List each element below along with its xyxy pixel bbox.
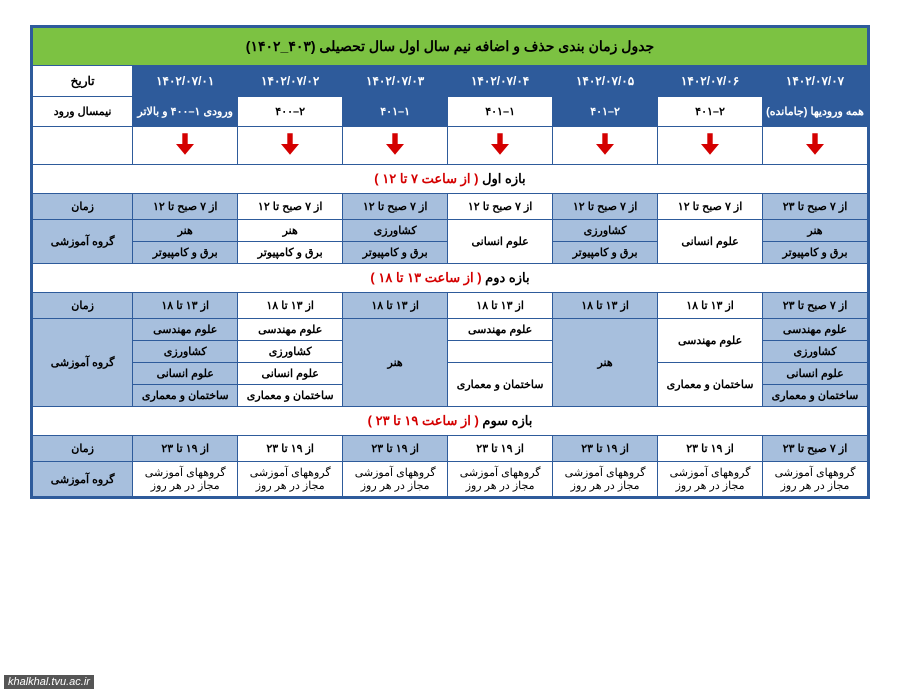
- section-header: بازه اول ( از ساعت ۷ تا ۱۲ ): [33, 165, 868, 194]
- group-cell: کشاورزی: [763, 341, 868, 363]
- group-cell: ساختمان و معماری: [238, 385, 343, 407]
- time-cell: از ۱۹ تا ۲۳: [238, 436, 343, 462]
- group-cell: برق و کامپیوتر: [133, 242, 238, 264]
- group-label: گروه آموزشی: [33, 462, 133, 497]
- arrow-down-icon: [701, 133, 719, 155]
- group-cell: گروههای آموزشی مجاز در هر روز: [763, 462, 868, 497]
- section-header: بازه دوم ( از ساعت ۱۳ تا ۱۸ ): [33, 264, 868, 293]
- date-cell: ۱۴۰۲/۰۷/۰۴: [448, 66, 553, 97]
- entry-cell: همه ورودیها (جامانده): [763, 97, 868, 127]
- group-cell: هنر: [343, 319, 448, 407]
- arrow-down-icon: [386, 133, 404, 155]
- time-cell: از ۱۹ تا ۲۳: [658, 436, 763, 462]
- group-cell: گروههای آموزشی مجاز در هر روز: [238, 462, 343, 497]
- group-cell: هنر: [238, 220, 343, 242]
- arrow-down-icon: [281, 133, 299, 155]
- date-cell: ۱۴۰۲/۰۷/۰۲: [238, 66, 343, 97]
- entry-cell: ۲–۴۰۰: [238, 97, 343, 127]
- time-cell: از ۱۳ تا ۱۸: [238, 293, 343, 319]
- group-cell: ساختمان و معماری: [763, 385, 868, 407]
- entry-cell: ۱–۴۰۱: [343, 97, 448, 127]
- entry-cell: ورودی ۱–۴۰۰ و بالاتر: [133, 97, 238, 127]
- group-cell: گروههای آموزشی مجاز در هر روز: [658, 462, 763, 497]
- group-cell: برق و کامپیوتر: [553, 242, 658, 264]
- group-label: گروه آموزشی: [33, 319, 133, 407]
- group-cell: ساختمان و معماری: [658, 363, 763, 407]
- time-cell: از ۷ صبح تا ۱۲: [448, 194, 553, 220]
- group-cell: گروههای آموزشی مجاز در هر روز: [448, 462, 553, 497]
- table-title: جدول زمان بندی حذف و اضافه نیم سال اول س…: [33, 28, 868, 66]
- group-cell: علوم مهندسی: [133, 319, 238, 341]
- time-cell: از ۱۳ تا ۱۸: [133, 293, 238, 319]
- group-cell: گروههای آموزشی مجاز در هر روز: [343, 462, 448, 497]
- entry-cell: ۲–۴۰۱: [553, 97, 658, 127]
- group-cell: ساختمان و معماری: [448, 363, 553, 407]
- arrow-down-icon: [176, 133, 194, 155]
- time-cell: از ۷ صبح تا ۲۳: [763, 194, 868, 220]
- watermark: khalkhal.tvu.ac.ir: [4, 675, 94, 689]
- date-cell: ۱۴۰۲/۰۷/۰۵: [553, 66, 658, 97]
- group-cell: علوم مهندسی: [763, 319, 868, 341]
- time-cell: از ۷ صبح تا ۱۲: [133, 194, 238, 220]
- group-cell: برق و کامپیوتر: [343, 242, 448, 264]
- time-cell: از ۱۹ تا ۲۳: [133, 436, 238, 462]
- group-cell: علوم مهندسی: [448, 319, 553, 341]
- time-cell: از ۷ صبح تا ۱۲: [238, 194, 343, 220]
- group-cell: هنر: [133, 220, 238, 242]
- group-cell: برق و کامپیوتر: [763, 242, 868, 264]
- date-cell: ۱۴۰۲/۰۷/۰۳: [343, 66, 448, 97]
- group-cell: علوم انسانی: [133, 363, 238, 385]
- schedule-table: جدول زمان بندی حذف و اضافه نیم سال اول س…: [30, 25, 870, 499]
- group-cell: [448, 341, 553, 363]
- group-cell: علوم مهندسی: [238, 319, 343, 341]
- time-cell: از ۱۹ تا ۲۳: [553, 436, 658, 462]
- time-cell: از ۷ صبح تا ۱۲: [553, 194, 658, 220]
- entry-cell: ۱–۴۰۱: [448, 97, 553, 127]
- group-cell: علوم مهندسی: [658, 319, 763, 363]
- date-cell: ۱۴۰۲/۰۷/۰۶: [658, 66, 763, 97]
- time-cell: از ۱۳ تا ۱۸: [553, 293, 658, 319]
- group-cell: کشاورزی: [133, 341, 238, 363]
- group-cell: کشاورزی: [553, 220, 658, 242]
- time-cell: از ۱۹ تا ۲۳: [448, 436, 553, 462]
- group-cell: علوم انسانی: [448, 220, 553, 264]
- time-cell: از ۷ صبح تا ۲۳: [763, 293, 868, 319]
- time-cell: از ۷ صبح تا ۱۲: [658, 194, 763, 220]
- arrow-down-icon: [491, 133, 509, 155]
- time-cell: از ۱۳ تا ۱۸: [658, 293, 763, 319]
- time-cell: از ۱۳ تا ۱۸: [343, 293, 448, 319]
- time-cell: از ۷ صبح تا ۱۲: [343, 194, 448, 220]
- time-cell: از ۷ صبح تا ۲۳: [763, 436, 868, 462]
- group-cell: گروههای آموزشی مجاز در هر روز: [553, 462, 658, 497]
- arrow-down-icon: [596, 133, 614, 155]
- entry-cell: ۲–۴۰۱: [658, 97, 763, 127]
- group-cell: کشاورزی: [238, 341, 343, 363]
- time-cell: از ۱۳ تا ۱۸: [448, 293, 553, 319]
- group-cell: گروههای آموزشی مجاز در هر روز: [133, 462, 238, 497]
- group-cell: علوم انسانی: [763, 363, 868, 385]
- group-cell: کشاورزی: [343, 220, 448, 242]
- date-cell: ۱۴۰۲/۰۷/۰۱: [133, 66, 238, 97]
- group-cell: علوم انسانی: [238, 363, 343, 385]
- group-cell: ساختمان و معماری: [133, 385, 238, 407]
- group-cell: هنر: [553, 319, 658, 407]
- group-label: گروه آموزشی: [33, 220, 133, 264]
- arrow-down-icon: [806, 133, 824, 155]
- date-cell: ۱۴۰۲/۰۷/۰۷: [763, 66, 868, 97]
- group-cell: هنر: [763, 220, 868, 242]
- group-cell: برق و کامپیوتر: [238, 242, 343, 264]
- group-cell: علوم انسانی: [658, 220, 763, 264]
- time-cell: از ۱۹ تا ۲۳: [343, 436, 448, 462]
- section-header: بازه سوم ( از ساعت ۱۹ تا ۲۳ ): [33, 407, 868, 436]
